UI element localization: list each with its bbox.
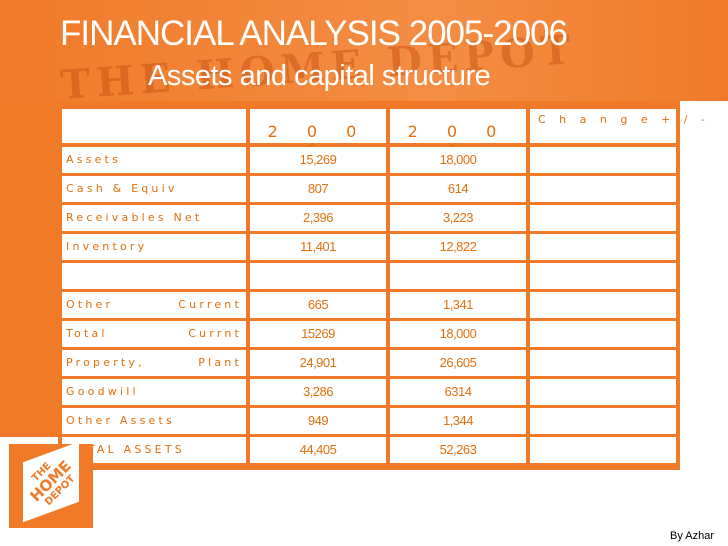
value-2006: 52,263 — [390, 437, 526, 463]
row-label: Assets — [62, 147, 246, 173]
header-banner: THE HOME DEPOT FINANCIAL ANALYSIS 2005-2… — [0, 0, 728, 101]
table-row: Property, Plant 24,901 26,605 — [58, 350, 680, 376]
value-2006: 18,000 — [390, 147, 526, 173]
row-label-word: Property, — [66, 356, 145, 369]
value-2005: 11,401 — [250, 234, 386, 260]
value-2005: 949 — [250, 408, 386, 434]
value-change — [530, 437, 676, 463]
value-change — [530, 176, 676, 202]
value-2005: 44,405 — [250, 437, 386, 463]
value-2005: 24,901 — [250, 350, 386, 376]
value-2006: 12,822 — [390, 234, 526, 260]
table-row: Other Assets 949 1,344 — [58, 408, 680, 434]
row-label-word: Current — [178, 298, 242, 311]
value-2005: 665 — [250, 292, 386, 318]
left-accent-strip — [0, 101, 58, 437]
value-change — [530, 350, 676, 376]
value-change — [530, 234, 676, 260]
table-row: Receivables Net 2,396 3,223 — [58, 205, 680, 231]
value-change — [530, 205, 676, 231]
table-row: Total Currnt 15269 18,000 — [58, 321, 680, 347]
table-row: TOTAL ASSETS 44,405 52,263 — [58, 437, 680, 463]
slide-subtitle: Assets and capital structure — [148, 60, 491, 92]
row-label-word: Plant — [198, 356, 242, 369]
row-label: Goodwill — [62, 379, 246, 405]
assets-table: 2 0 0 5 2 0 0 6 C h a n g e + / - Assets… — [58, 101, 705, 470]
row-label — [62, 263, 246, 289]
row-label: Inventory — [62, 234, 246, 260]
home-depot-logo: THE HOME DEPOT — [9, 441, 93, 528]
value-2005: 807 — [250, 176, 386, 202]
value-2005: 15,269 — [250, 147, 386, 173]
value-change — [530, 321, 676, 347]
value-2005: 15269 — [250, 321, 386, 347]
banner-background-photo — [0, 0, 728, 101]
table-row: Cash & Equiv 807 614 — [58, 176, 680, 202]
value-2006: 3,223 — [390, 205, 526, 231]
header-cell-blank — [62, 109, 246, 143]
value-change — [530, 379, 676, 405]
value-change — [530, 408, 676, 434]
table-header-row: 2 0 0 5 2 0 0 6 C h a n g e + / - — [58, 109, 705, 160]
table-row: Assets 15,269 18,000 — [58, 147, 680, 173]
value-2006 — [390, 263, 526, 289]
registered-mark: ® — [80, 516, 86, 523]
table-row: Inventory 11,401 12,822 — [58, 234, 680, 260]
slide-title: FINANCIAL ANALYSIS 2005-2006 — [60, 14, 568, 53]
header-year-2006: 2 0 0 6 — [390, 109, 526, 160]
row-label: Receivables Net — [62, 205, 246, 231]
row-label: Other Current — [62, 292, 246, 318]
author-credit: By Azhar — [670, 530, 715, 542]
value-change — [530, 263, 676, 289]
value-2006: 1,341 — [390, 292, 526, 318]
value-change — [530, 292, 676, 318]
value-2006: 26,605 — [390, 350, 526, 376]
value-2005: 2,396 — [250, 205, 386, 231]
value-change — [530, 147, 676, 173]
row-label: Other Assets — [62, 408, 246, 434]
row-label: Cash & Equiv — [62, 176, 246, 202]
row-label: Property, Plant — [62, 350, 246, 376]
table-row — [58, 263, 680, 289]
table-row: Other Current 665 1,341 — [58, 292, 680, 318]
row-label: Total Currnt — [62, 321, 246, 347]
value-2006: 18,000 — [390, 321, 526, 347]
row-label-word: Currnt — [188, 327, 242, 340]
value-2006: 6314 — [390, 379, 526, 405]
row-label-word: Other — [66, 298, 114, 311]
value-2006: 1,344 — [390, 408, 526, 434]
header-year-2005: 2 0 0 5 — [250, 109, 386, 160]
header-change: C h a n g e + / - — [530, 109, 705, 143]
value-2005: 3,286 — [250, 379, 386, 405]
table-row: Goodwill 3,286 6314 — [58, 379, 680, 405]
value-2006: 614 — [390, 176, 526, 202]
row-label-word: Total — [66, 327, 108, 340]
value-2005 — [250, 263, 386, 289]
